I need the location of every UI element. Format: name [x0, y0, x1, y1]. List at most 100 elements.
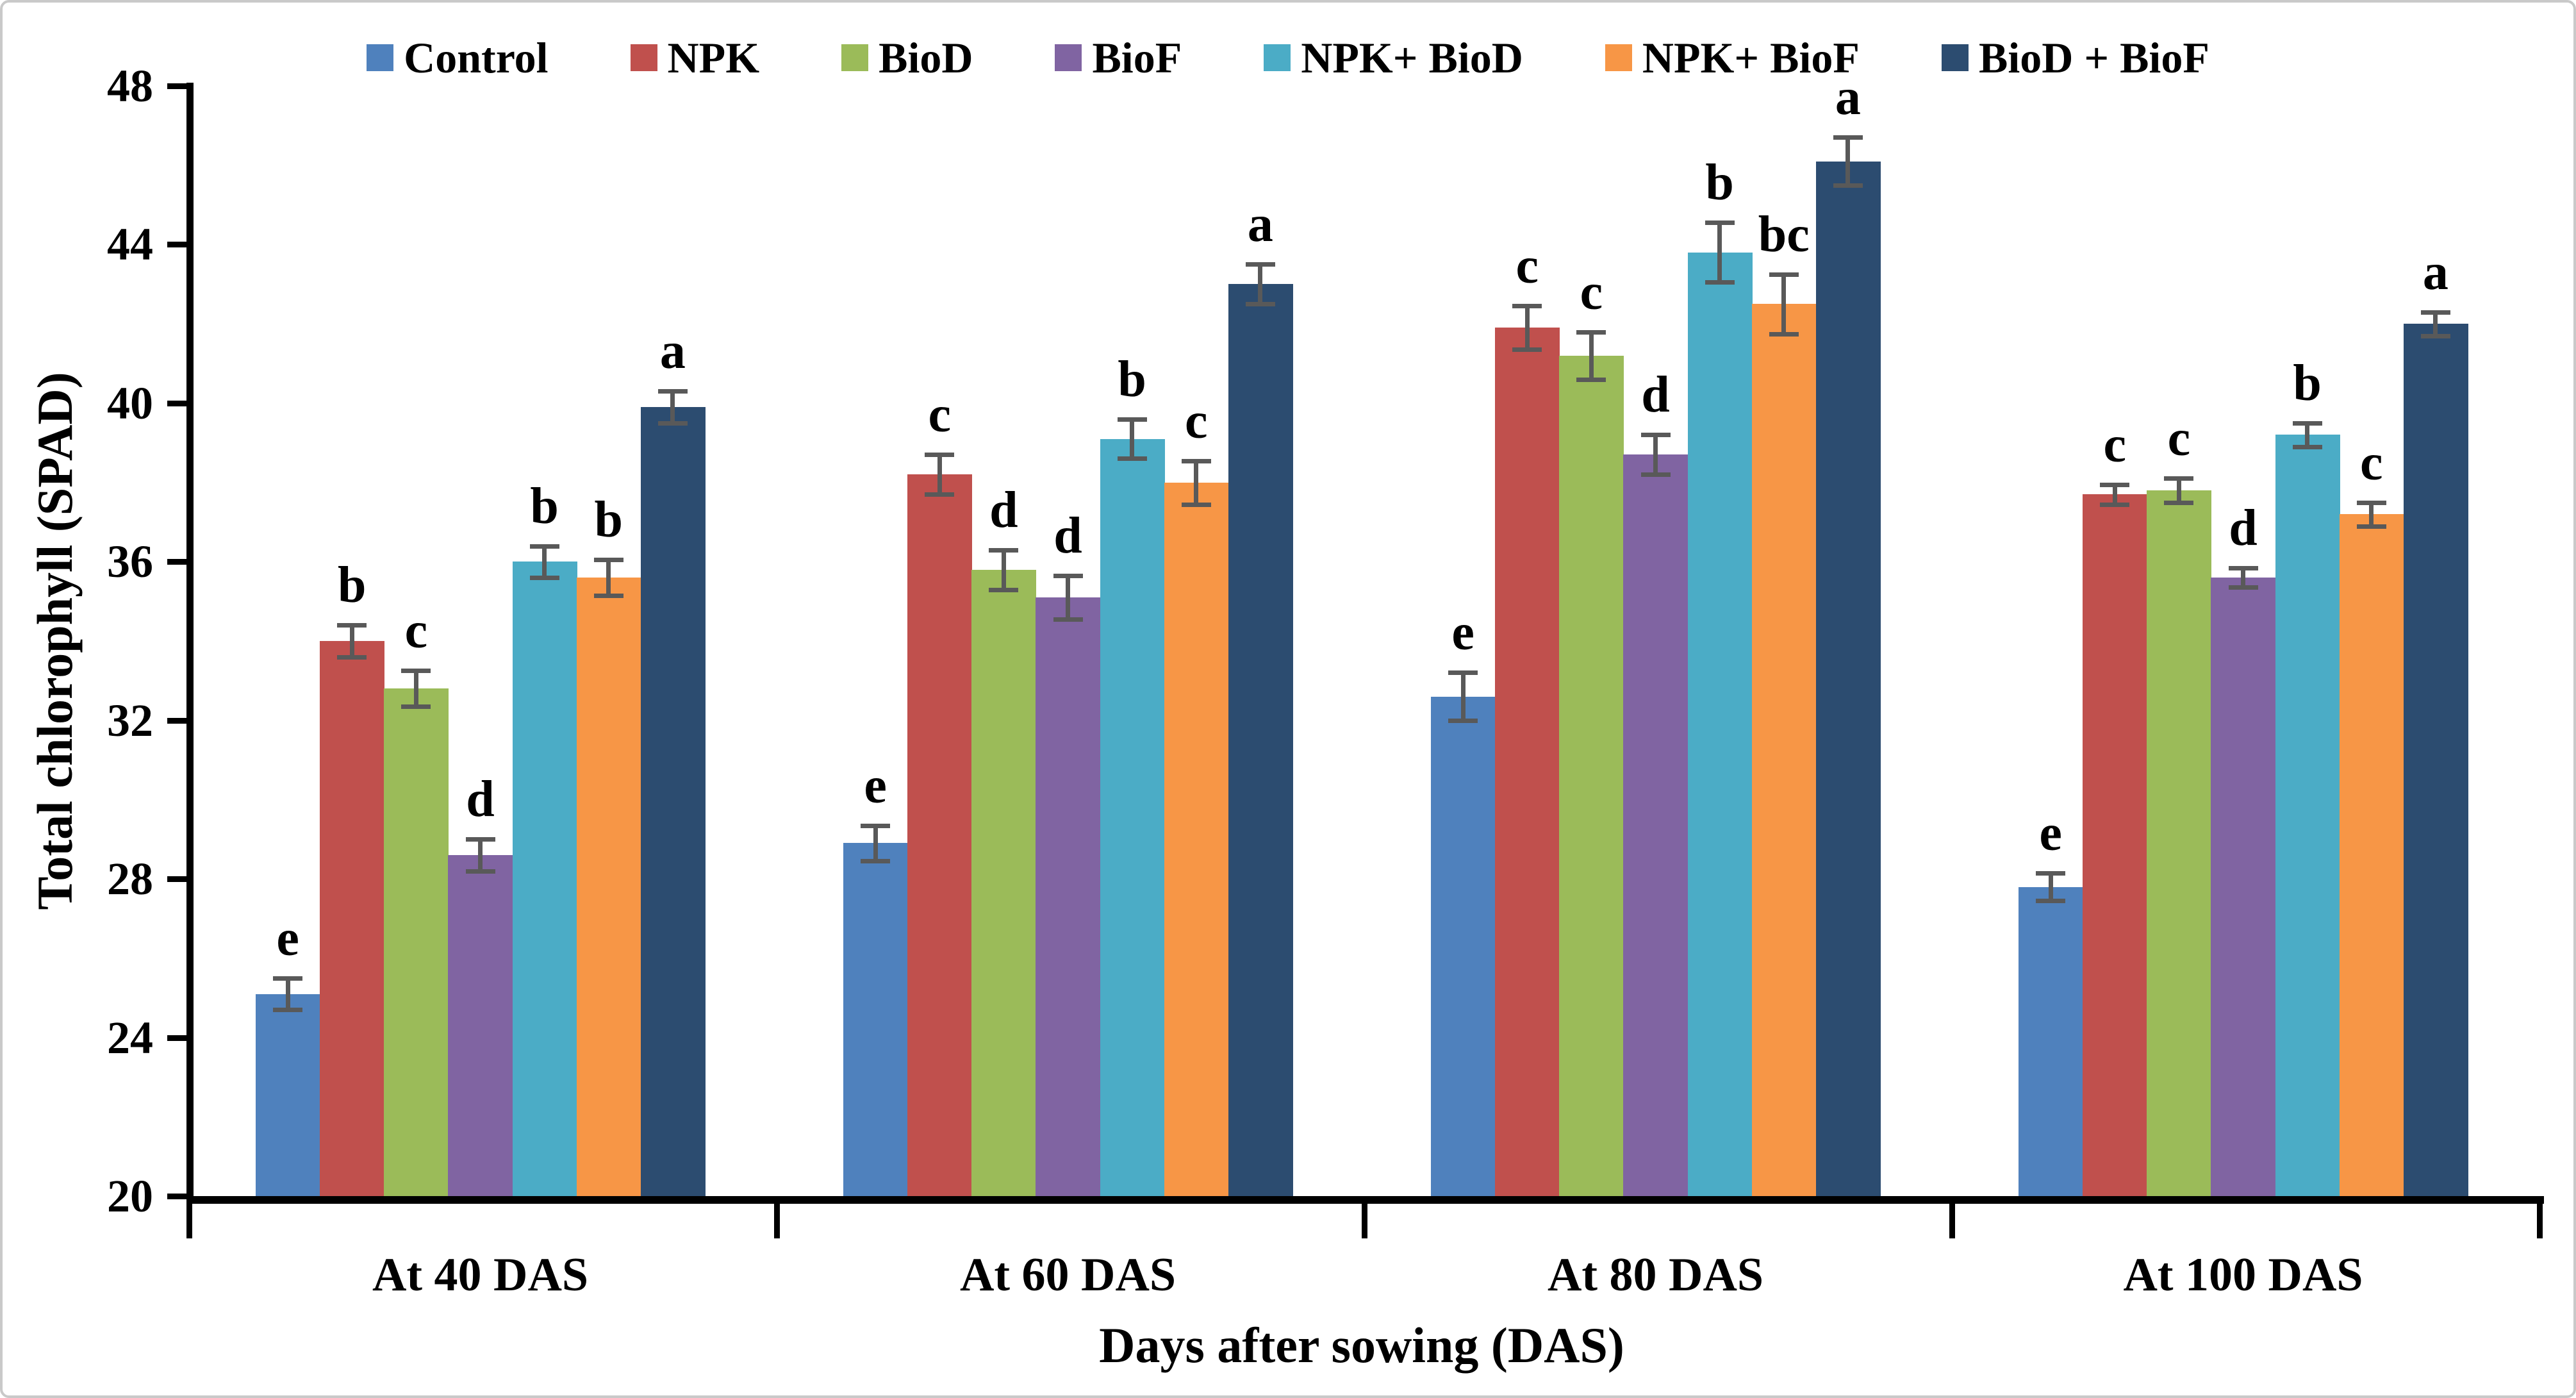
error-bar-line: [606, 560, 611, 595]
error-bar-line: [413, 670, 418, 707]
legend-swatch-icon: [1941, 44, 1969, 71]
x-axis-tick: [1362, 1204, 1367, 1238]
x-axis-title: Days after sowing (DAS): [1099, 1317, 1624, 1373]
legend-label: NPK+ BioD: [1301, 33, 1523, 82]
significance-letter: c: [2167, 410, 2191, 467]
error-bar-line: [478, 839, 483, 871]
x-axis-tick: [2537, 1204, 2543, 1238]
bar-npk-at40das: [320, 641, 385, 1196]
error-bar-cap-top: [1769, 272, 1799, 277]
error-bar-line: [2112, 484, 2117, 504]
bar-npk+biof-at40das: [576, 578, 641, 1196]
error-bar-cap-bottom: [401, 704, 431, 710]
legend-label: BioD + BioF: [1978, 33, 2209, 82]
error-bar-cap-top: [2228, 565, 2258, 570]
error-bar-cap-top: [1512, 304, 1542, 309]
bar-biod-at80das: [1559, 355, 1624, 1196]
error-bar-cap-top: [1448, 670, 1478, 676]
legend-item: BioF: [1055, 36, 1182, 79]
bar-biod+biof-at60das: [1228, 284, 1293, 1196]
error-bar-cap-bottom: [861, 859, 891, 864]
significance-letter: c: [1515, 238, 1539, 295]
bar-npk-at80das: [1495, 328, 1560, 1196]
error-bar-line: [1781, 274, 1787, 334]
bar-biod+biof-at80das: [1815, 161, 1881, 1196]
y-tick-label: 32: [107, 694, 153, 746]
bar-control-at40das: [256, 994, 321, 1196]
legend-swatch-icon: [1605, 44, 1632, 71]
y-tick-label: 48: [107, 60, 153, 112]
error-bar-line: [1524, 306, 1530, 350]
error-bar-cap-top: [1576, 329, 1606, 335]
error-bar-cap-bottom: [925, 492, 955, 497]
bar-biof-at60das: [1036, 597, 1101, 1196]
y-axis-tick: [167, 1194, 186, 1199]
legend-label: Control: [404, 33, 549, 82]
legend-item: NPK: [630, 36, 759, 79]
bar-biof-at80das: [1623, 454, 1688, 1196]
significance-letter: b: [1118, 351, 1146, 408]
error-bar-cap-bottom: [1053, 617, 1083, 622]
y-tick-label: 28: [107, 853, 153, 905]
error-bar-cap-top: [1833, 135, 1863, 140]
error-bar-cap-top: [1117, 417, 1147, 422]
error-bar-cap-top: [2292, 420, 2322, 426]
y-tick-label: 20: [107, 1170, 153, 1222]
x-category-label: At 80 DAS: [1547, 1249, 1764, 1301]
significance-letter: a: [1247, 196, 1273, 253]
error-bar-cap-bottom: [1181, 502, 1211, 507]
x-axis-line: [186, 1196, 2544, 1204]
error-bar-cap-bottom: [2164, 500, 2194, 505]
error-bar-line: [937, 454, 942, 495]
error-bar-cap-top: [529, 544, 559, 549]
significance-letter: d: [2229, 499, 2258, 556]
significance-letter: c: [404, 603, 428, 660]
error-bar-cap-top: [2036, 870, 2066, 876]
bar-npk-at60das: [907, 474, 973, 1196]
error-bar-cap-top: [1053, 573, 1083, 578]
error-bar-line: [1194, 460, 1199, 504]
bar-biof-at100das: [2211, 578, 2276, 1196]
error-bar-cap-top: [2164, 476, 2194, 481]
bar-biod-at40das: [384, 688, 449, 1196]
error-bar-line: [1460, 672, 1466, 720]
error-bar-line: [1845, 137, 1851, 185]
error-bar-line: [1001, 549, 1006, 590]
error-bar-cap-top: [337, 623, 367, 628]
bar-npk+biof-at60das: [1164, 482, 1229, 1196]
error-bar-line: [670, 391, 675, 423]
error-bar-line: [2241, 567, 2245, 588]
legend-item: NPK+ BioD: [1264, 36, 1523, 79]
error-bar-cap-top: [925, 453, 955, 458]
legend-label: BioF: [1092, 33, 1182, 82]
error-bar-line: [1589, 331, 1594, 379]
bar-biof-at40das: [448, 855, 513, 1196]
error-bar-cap-bottom: [2228, 585, 2258, 590]
error-bar-line: [2176, 478, 2181, 503]
significance-letter: a: [659, 323, 686, 380]
y-axis-tick: [167, 717, 186, 724]
y-tick-label: 24: [107, 1011, 153, 1063]
y-axis-tick: [167, 876, 186, 883]
error-bar-cap-top: [657, 389, 688, 394]
significance-letter: b: [530, 478, 559, 535]
error-bar-cap-bottom: [465, 869, 495, 874]
error-bar-cap-bottom: [1512, 347, 1542, 353]
y-axis-tick: [167, 83, 186, 89]
error-bar-cap-bottom: [2100, 502, 2130, 507]
legend-swatch-icon: [1264, 44, 1291, 71]
error-bar-line: [1653, 435, 1658, 475]
bar-npk+biod-at100das: [2275, 435, 2340, 1196]
y-axis-tick: [167, 242, 186, 248]
significance-letter: b: [338, 557, 367, 614]
legend-swatch-icon: [367, 44, 394, 71]
error-bar-line: [1258, 264, 1263, 304]
error-bar-cap-bottom: [2036, 899, 2066, 904]
error-bar-cap-bottom: [2356, 524, 2386, 529]
significance-letter: d: [1053, 507, 1082, 564]
error-bar-cap-top: [989, 547, 1019, 553]
error-bar-cap-top: [593, 558, 623, 563]
significance-letter: c: [928, 387, 952, 444]
significance-letter: e: [2039, 804, 2062, 861]
significance-letter: c: [2359, 434, 2383, 491]
